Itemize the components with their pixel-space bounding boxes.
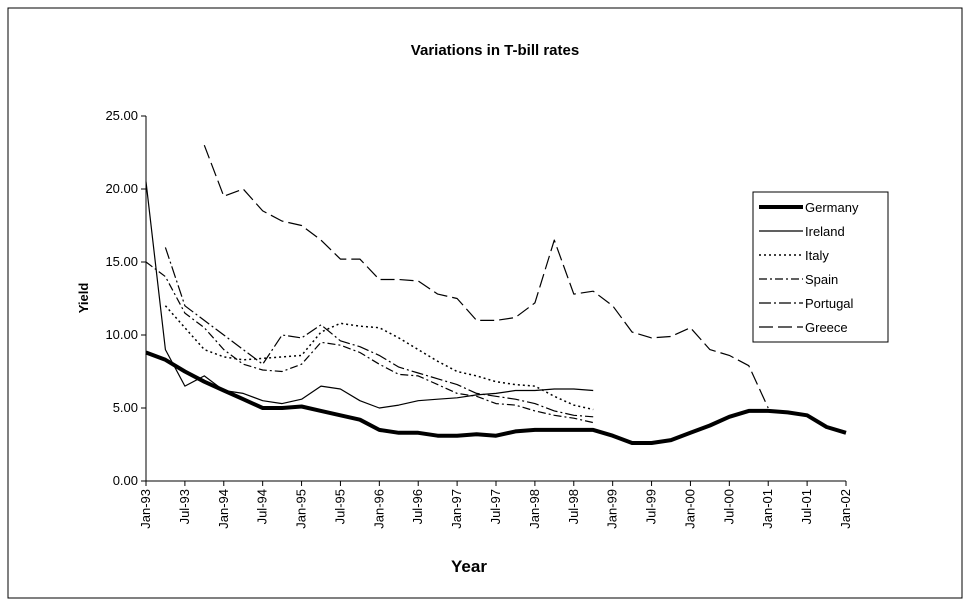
- series-line: [145, 181, 594, 409]
- series-line: [145, 261, 594, 424]
- series-line: [164, 247, 594, 418]
- x-tick-label: Jan-99: [605, 489, 620, 529]
- x-tick-label: Jul-96: [410, 489, 425, 524]
- x-tick-label: Jan-94: [216, 489, 231, 529]
- y-tick-label: 0.00: [113, 473, 138, 488]
- x-tick-label: Jan-93: [138, 489, 153, 529]
- y-tick-label: 5.00: [113, 400, 138, 415]
- legend-box: [752, 191, 889, 343]
- x-tick-label: Jan-00: [682, 489, 697, 529]
- x-tick-label: Jan-01: [760, 489, 775, 529]
- x-axis-label: Year: [451, 557, 487, 576]
- x-tick-label: Jan-96: [371, 489, 386, 529]
- x-tick-label: Jul-98: [566, 489, 581, 524]
- x-tick-label: Jan-95: [294, 489, 309, 529]
- legend-label: Germany: [805, 200, 859, 215]
- x-tick-label: Jul-97: [488, 489, 503, 524]
- x-tick-label: Jul-99: [644, 489, 659, 524]
- series-line: [203, 144, 769, 409]
- series-line: [145, 350, 847, 445]
- legend-label: Spain: [805, 272, 838, 287]
- x-tick-label: Jul-94: [255, 489, 270, 524]
- y-tick-label: 10.00: [105, 327, 138, 342]
- legend-label: Portugal: [805, 296, 854, 311]
- x-tick-label: Jul-95: [332, 489, 347, 524]
- y-tick-label: 15.00: [105, 254, 138, 269]
- x-tick-label: Jul-93: [177, 489, 192, 524]
- legend-label: Greece: [805, 320, 848, 335]
- y-axis-label: Yield: [76, 283, 91, 314]
- x-tick-label: Jan-02: [838, 489, 853, 529]
- x-tick-label: Jul-01: [799, 489, 814, 524]
- x-tick-label: Jan-98: [527, 489, 542, 529]
- chart-title: Variations in T-bill rates: [411, 42, 579, 59]
- y-tick-label: 20.00: [105, 181, 138, 196]
- y-tick-label: 25.00: [105, 108, 138, 123]
- legend-label: Italy: [805, 248, 829, 263]
- x-tick-label: Jul-00: [721, 489, 736, 524]
- legend-label: Ireland: [805, 224, 845, 239]
- x-tick-label: Jan-97: [449, 489, 464, 529]
